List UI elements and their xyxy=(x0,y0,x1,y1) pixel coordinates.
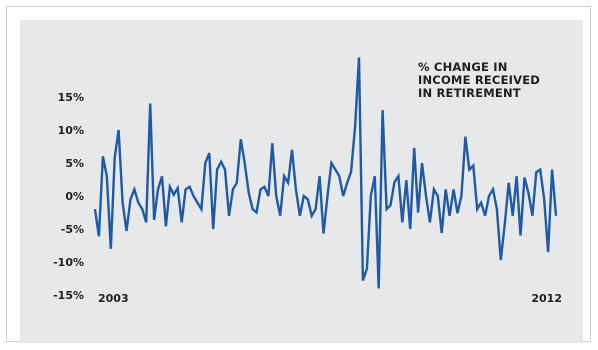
y-tick-label: -15% xyxy=(53,289,84,302)
y-tick-label: 10% xyxy=(58,124,84,137)
chart-title-line-3: IN RETIREMENT xyxy=(418,86,521,100)
x-axis-label-start: 2003 xyxy=(98,292,129,305)
y-tick-label: -5% xyxy=(61,223,84,236)
series-group xyxy=(93,57,558,289)
y-axis-tick-labels: 15% 10% 5% 0% -5% -10% -15% xyxy=(53,91,84,302)
chart-title-line-1: % CHANGE IN xyxy=(418,60,508,74)
y-tick-label: 15% xyxy=(58,91,84,104)
chart-title-line-2: INCOME RECEIVED xyxy=(418,73,540,87)
y-tick-label: 0% xyxy=(65,190,84,203)
y-tick-label: -10% xyxy=(53,256,84,269)
y-tick-label: 5% xyxy=(65,157,84,170)
series-line xyxy=(93,57,558,289)
x-axis-label-end: 2012 xyxy=(531,292,562,305)
